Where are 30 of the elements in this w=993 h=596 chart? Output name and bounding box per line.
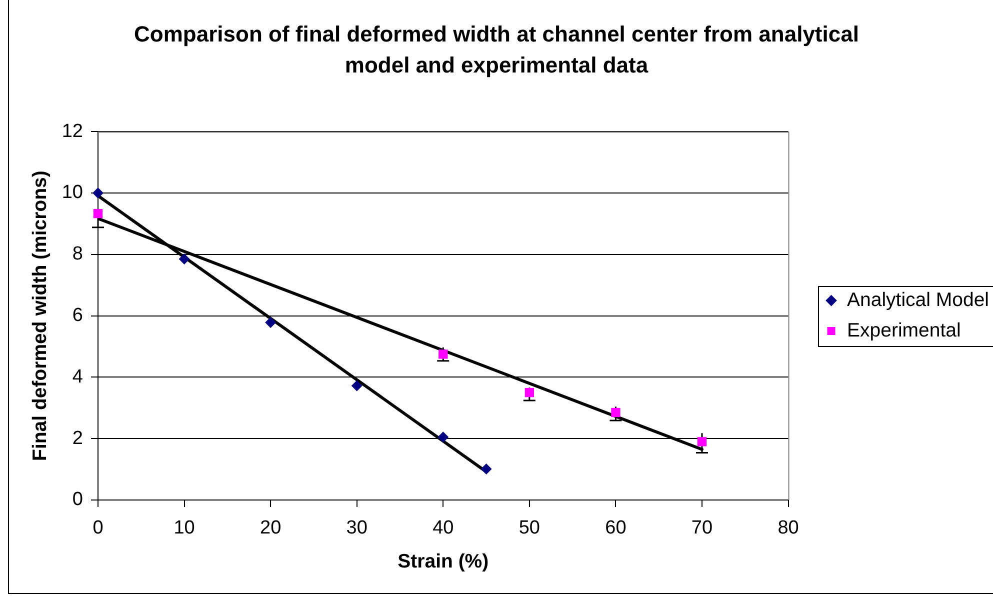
y-tick-label: 4 <box>72 366 84 388</box>
point <box>438 432 449 443</box>
x-tick-label: 0 <box>92 518 104 539</box>
point <box>480 463 492 474</box>
x-tick-label: 40 <box>432 518 454 539</box>
y-tick-label: 2 <box>72 428 83 449</box>
x-tick-label: 60 <box>605 518 626 539</box>
y-tick-label: 12 <box>62 120 83 142</box>
x-axis-title: Strain (%) <box>398 550 489 573</box>
chart-title: Comparison of final deformed width at channel center from analytical model and experimental data <box>134 21 859 78</box>
y-axis-title: Final deformed width (microns) <box>29 170 52 461</box>
y-tick-label: 8 <box>72 244 83 265</box>
y-tick-label: 0 <box>72 489 83 510</box>
point <box>265 317 276 328</box>
point <box>178 254 190 265</box>
x-tick-label: 80 <box>778 518 799 539</box>
y-tick-label: 6 <box>72 305 83 326</box>
legend-label: Analytical Model <box>847 288 989 311</box>
point <box>611 408 620 418</box>
x-tick-label: 20 <box>260 518 282 539</box>
point <box>93 208 103 218</box>
y-tick-label: 10 <box>62 182 83 204</box>
point <box>351 380 362 392</box>
x-tick-label: 50 <box>518 518 540 539</box>
x-tick-label: 70 <box>691 518 713 539</box>
legend-label: Experimental <box>847 319 961 342</box>
x-tick-label: 30 <box>346 518 368 539</box>
point <box>524 388 534 398</box>
x-tick-label: 10 <box>174 518 195 539</box>
point <box>697 437 707 446</box>
